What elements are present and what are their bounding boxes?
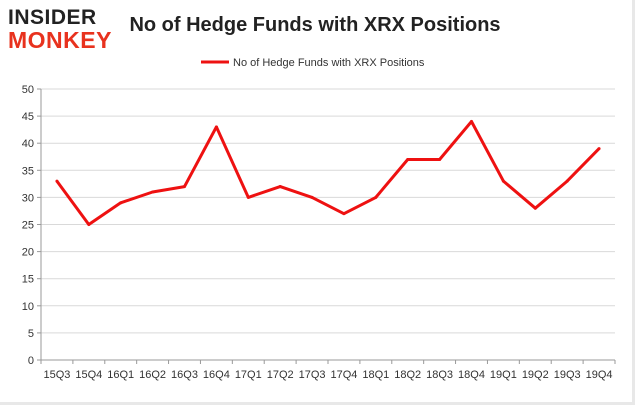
logo-line-1: INSIDER xyxy=(8,6,97,29)
data-point xyxy=(310,195,314,199)
x-tick-label: 18Q1 xyxy=(362,369,389,381)
data-point xyxy=(597,147,601,151)
x-tick-label: 19Q1 xyxy=(490,369,517,381)
data-point xyxy=(470,120,473,124)
data-point xyxy=(342,212,346,216)
data-point xyxy=(87,223,91,226)
y-tick-label: 30 xyxy=(22,192,34,204)
x-tick-label: 16Q1 xyxy=(107,369,134,381)
x-tick-label: 17Q1 xyxy=(235,369,262,381)
data-point xyxy=(501,179,505,183)
y-tick-label: 0 xyxy=(28,355,34,367)
x-tick-label: 16Q2 xyxy=(139,369,166,381)
data-point xyxy=(151,190,155,194)
y-tick-label: 20 xyxy=(22,247,34,259)
series-group xyxy=(55,120,601,226)
data-point xyxy=(55,179,59,183)
x-axis-ticks: 15Q3 15Q4 16Q1 16Q2 16Q3 16Q4 17Q1 17Q2 17Q3 17Q4… xyxy=(40,360,616,381)
data-point xyxy=(565,179,569,183)
y-tick-label: 25 xyxy=(22,220,34,232)
data-point xyxy=(374,195,378,199)
data-point xyxy=(406,157,410,161)
data-point xyxy=(278,185,282,189)
data-point xyxy=(214,125,218,129)
legend-label: No of Hedge Funds with XRX Positions xyxy=(233,57,425,69)
grid-lines xyxy=(41,88,615,361)
series-line xyxy=(55,120,601,226)
logo-line-2: MONKEY xyxy=(8,27,112,53)
x-tick-label: 15Q4 xyxy=(75,369,102,381)
x-tick-label: 19Q2 xyxy=(522,369,549,381)
x-tick-label: 15Q3 xyxy=(43,369,70,381)
x-tick-label: 17Q3 xyxy=(299,369,326,381)
insider-monkey-logo: INSIDER MONKEY xyxy=(8,6,118,53)
chart-title: No of Hedge Funds with XRX Positions xyxy=(129,14,500,36)
x-tick-label: 18Q3 xyxy=(426,369,453,381)
x-tick-label: 17Q2 xyxy=(267,369,294,381)
x-tick-label: 19Q3 xyxy=(554,369,581,381)
data-point xyxy=(246,195,250,199)
x-tick-label: 18Q2 xyxy=(394,369,421,381)
y-axis-ticks: 0 5 10 15 20 25 30 35 40 45 50 xyxy=(22,84,41,367)
x-tick-label: 19Q4 xyxy=(586,369,613,381)
y-tick-label: 5 xyxy=(28,328,34,340)
data-point xyxy=(533,206,537,210)
y-tick-label: 40 xyxy=(22,138,34,150)
data-point xyxy=(183,185,186,189)
chart-legend: No of Hedge Funds with XRX Positions xyxy=(201,57,425,69)
data-point xyxy=(438,157,442,161)
y-tick-label: 35 xyxy=(22,165,34,177)
y-tick-label: 50 xyxy=(22,84,34,96)
x-tick-label: 16Q3 xyxy=(171,369,198,381)
y-tick-label: 15 xyxy=(22,274,34,286)
x-tick-label: 18Q4 xyxy=(458,369,485,381)
x-tick-label: 17Q4 xyxy=(330,369,357,381)
data-point xyxy=(119,201,123,205)
y-tick-label: 10 xyxy=(22,301,34,313)
x-tick-label: 16Q4 xyxy=(203,369,230,381)
y-tick-label: 45 xyxy=(22,111,34,123)
